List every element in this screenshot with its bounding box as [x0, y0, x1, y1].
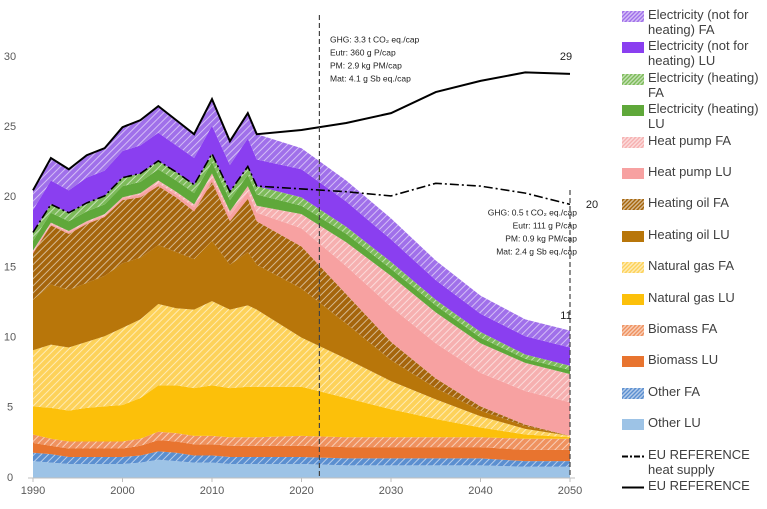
legend-swatch — [622, 455, 644, 458]
legend-swatch — [622, 73, 644, 85]
legend-label: Other LU — [648, 415, 701, 431]
note: Mat: 4.1 g Sb eq./cap — [330, 73, 411, 83]
legend-item: EU REFERENCE heat supply — [618, 447, 767, 478]
legend-label: Biomass LU — [648, 352, 719, 368]
legend-item: Electricity (not for heating) FA — [618, 7, 767, 38]
y-tick-label: 30 — [4, 51, 16, 63]
legend-item: Natural gas LU — [618, 290, 767, 321]
legend-item: Other LU — [618, 415, 767, 446]
area — [33, 459, 570, 478]
legend-swatch — [622, 325, 644, 336]
x-tick-label: 2000 — [110, 485, 134, 497]
area — [33, 431, 570, 450]
legend-item: Electricity (heating) LU — [618, 101, 767, 132]
area — [33, 385, 570, 442]
area — [33, 451, 570, 467]
legend-item: EU REFERENCE — [618, 478, 767, 509]
reference-line — [32, 152, 571, 233]
area — [33, 173, 570, 403]
area — [33, 177, 570, 436]
legend-swatch — [622, 419, 644, 431]
note: PM: 0.9 kg PM/cap — [505, 233, 577, 243]
y-tick-label: 20 — [4, 191, 16, 203]
x-tick-label: 2030 — [379, 485, 403, 497]
reference-line — [32, 71, 571, 191]
note: PM: 2.9 kg PM/cap — [330, 60, 402, 70]
x-tick-label: 2020 — [289, 485, 313, 497]
legend-swatch — [622, 199, 644, 211]
x-tick-label: 2040 — [468, 485, 492, 497]
x-tick-label: 2050 — [558, 485, 582, 497]
legend-swatch — [622, 356, 644, 368]
page: {"chart_data": {"type": "stacked-area", … — [3, 0, 767, 497]
area — [33, 181, 570, 436]
area — [33, 301, 570, 438]
end-label: 11 — [560, 310, 571, 322]
y-tick-label: 10 — [4, 332, 16, 344]
note: Eutr: 111 g P/cap — [513, 220, 578, 230]
legend-item: Heat pump LU — [618, 164, 767, 195]
legend-label: Natural gas LU — [648, 289, 735, 305]
legend-item: Heating oil LU — [618, 227, 767, 258]
legend-label: Heat pump FA — [648, 132, 732, 148]
legend-item: Electricity (not for heating) LU — [618, 38, 767, 69]
legend-label: Natural gas FA — [648, 258, 734, 274]
legend-swatch — [622, 387, 644, 399]
legend-swatch — [622, 105, 644, 117]
area — [33, 240, 570, 436]
legend-item: Natural gas FA — [618, 258, 767, 289]
legend-label: Other FA — [648, 383, 701, 399]
legend-label: EU REFERENCE — [648, 478, 750, 493]
area — [33, 125, 570, 366]
end-label: 20 — [586, 199, 598, 211]
legend-swatch — [622, 11, 644, 22]
area — [33, 440, 570, 462]
legend-label: EU REFERENCE heat supply — [648, 446, 750, 477]
y-tick-label: 5 — [7, 402, 13, 414]
legend-swatch — [622, 42, 644, 54]
legend-label: Biomass FA — [648, 321, 718, 336]
x-tick-label: 2010 — [200, 485, 224, 497]
note: GHG: 0.5 t CO₂ eq./cap — [488, 207, 578, 217]
y-tick-label: 0 — [7, 472, 13, 484]
note: Eutr: 360 g P/cap — [330, 47, 396, 57]
legend-item: Heating oil FA — [618, 195, 767, 226]
area — [33, 99, 570, 348]
legend-item: Biomass FA — [618, 321, 767, 352]
legend-swatch — [622, 230, 644, 242]
y-tick-label: 15 — [4, 261, 16, 273]
x-tick-label: 1990 — [21, 485, 45, 497]
legend-item: Other FA — [618, 384, 767, 415]
legend-label: Electricity (not for heating) LU — [648, 38, 749, 69]
legend-item: Electricity (heating) FA — [618, 70, 767, 101]
legend-label: Heat pump LU — [648, 164, 732, 179]
legend-swatch — [622, 262, 644, 274]
legend-swatch — [622, 168, 644, 179]
legend-label: Electricity (heating) FA — [648, 69, 759, 100]
legend-label: Electricity (not for heating) FA — [648, 7, 749, 37]
note: Mat: 2.4 g Sb eq./cap — [496, 246, 577, 256]
legend-label: Heating oil LU — [648, 226, 730, 242]
y-tick-label: 25 — [4, 121, 16, 133]
legend-swatch — [622, 136, 644, 148]
note: GHG: 3.3 t CO₂ eq./cap — [330, 34, 420, 44]
legend-item: Heat pump FA — [618, 133, 767, 164]
end-label: 29 — [560, 51, 572, 63]
legend: Electricity (not for heating) FA Electric… — [618, 0, 767, 497]
chart: 0 5 10 15 20 25 30 1990 2000 2010 2020 2030 2040 2050… — [4, 15, 598, 497]
legend-swatch — [622, 486, 644, 489]
legend-label: Electricity (heating) LU — [648, 101, 759, 132]
legend-label: Heating oil FA — [648, 195, 729, 211]
legend-swatch — [622, 293, 644, 305]
legend-item: Biomass LU — [618, 352, 767, 383]
